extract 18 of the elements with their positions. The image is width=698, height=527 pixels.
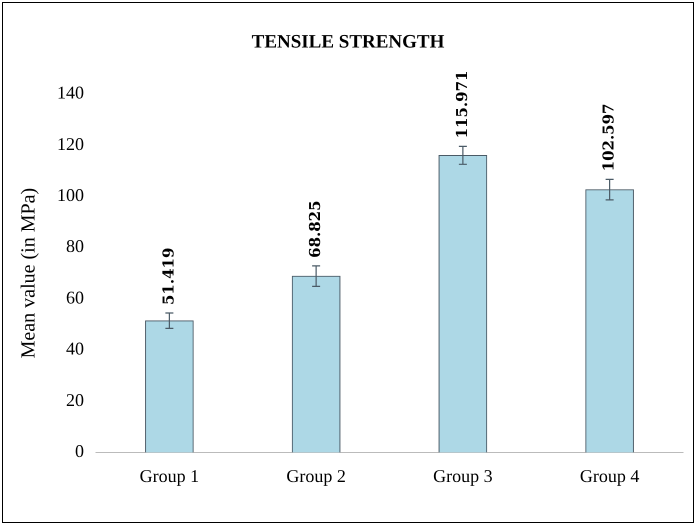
- y-tick-label: 120: [57, 134, 84, 154]
- data-label: 51.419: [159, 248, 178, 306]
- x-tick-label: Group 4: [580, 466, 640, 486]
- y-tick-label: 100: [57, 184, 84, 205]
- x-tick-label: Group 3: [433, 466, 493, 486]
- x-tick-label: Group 2: [286, 466, 346, 486]
- x-tick-label: Group 1: [140, 466, 200, 486]
- data-label: 115.971: [452, 70, 471, 138]
- chart-title: TENSILE STRENGTH: [252, 31, 445, 52]
- data-label: 102.597: [600, 104, 618, 172]
- data-label: 68.825: [306, 200, 324, 258]
- y-tick-label: 60: [66, 287, 84, 308]
- y-tick-label: 140: [57, 82, 84, 103]
- y-tick-label: 80: [66, 236, 84, 256]
- y-tick-label: 20: [66, 390, 84, 410]
- y-tick-label: 40: [66, 338, 84, 359]
- y-tick-label: 0: [75, 441, 84, 462]
- y-axis-title: Mean value (in MPa): [17, 188, 40, 358]
